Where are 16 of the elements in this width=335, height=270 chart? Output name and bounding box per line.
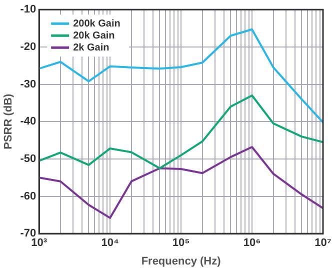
legend-label: 20k Gain [73, 30, 115, 42]
x-tick-label: 10⁵ [172, 237, 190, 250]
legend-label: 200k Gain [73, 18, 120, 30]
y-tick-label: -30 [20, 78, 36, 90]
y-axis-title: PSRR (dB) [2, 93, 15, 150]
y-tick-label: -40 [20, 116, 36, 128]
y-tick-label: -60 [20, 190, 36, 202]
legend-label: 2k Gain [73, 42, 110, 54]
x-tick-label: 10⁴ [101, 237, 119, 250]
x-tick-label: 10⁷ [314, 237, 332, 250]
x-tick-label: 10⁶ [243, 237, 261, 250]
x-tick-label: 10³ [31, 237, 48, 250]
x-axis-title: Frequency (Hz) [141, 255, 222, 268]
y-tick-label: -20 [20, 40, 36, 53]
y-tick-label: -10 [20, 4, 36, 16]
y-tick-label: -50 [20, 152, 36, 165]
